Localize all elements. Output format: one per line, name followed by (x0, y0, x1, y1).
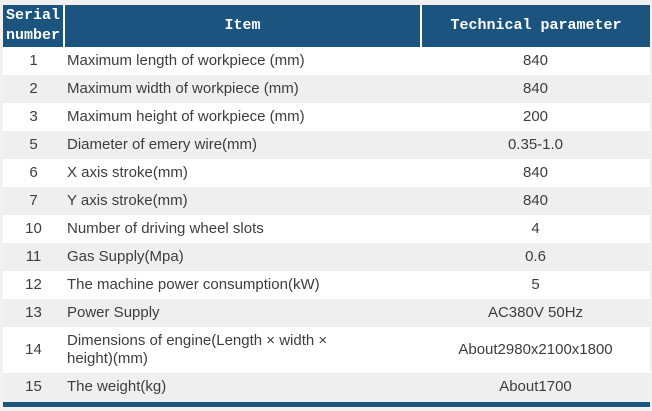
table-row: 15 The weight(kg) About1700 (3, 373, 650, 401)
item-cell: Maximum height of workpiece (mm) (67, 108, 305, 125)
table-row: 7 Y axis stroke(mm) 840 (3, 187, 650, 215)
table-header-row: Serial number Item Technical parameter (3, 5, 650, 47)
technical-parameter-table: Serial number Item Technical parameter 1… (3, 5, 650, 401)
serial-cell: 3 (29, 108, 38, 125)
item-cell: X axis stroke(mm) (67, 164, 188, 181)
column-header-technical-parameter: Technical parameter (420, 5, 650, 47)
value-cell: AC380V 50Hz (487, 304, 584, 321)
column-header-item: Item (63, 5, 421, 47)
serial-cell: 7 (29, 192, 38, 209)
table-row: 13 Power Supply AC380V 50Hz (3, 299, 650, 327)
table-row: 11 Gas Supply(Mpa) 0.6 (3, 243, 650, 271)
table-row: 10 Number of driving wheel slots 4 (3, 215, 650, 243)
item-cell: The weight(kg) (67, 378, 167, 395)
value-cell: 4 (531, 220, 540, 237)
table-row: 14 Dimensions of engine(Length × width ×… (3, 327, 650, 373)
serial-cell: 6 (29, 164, 38, 181)
item-cell: Maximum width of workpiece (mm) (67, 80, 299, 97)
serial-cell: 12 (25, 276, 42, 293)
table-row: 3 Maximum height of workpiece (mm) 200 (3, 103, 650, 131)
value-cell: 5 (531, 276, 540, 293)
serial-cell: 11 (25, 248, 42, 265)
item-cell: Y axis stroke(mm) (67, 192, 188, 209)
table-row: 5 Diameter of emery wire(mm) 0.35-1.0 (3, 131, 650, 159)
value-cell: 840 (522, 80, 549, 97)
serial-cell: 10 (25, 220, 42, 237)
serial-cell: 2 (29, 80, 38, 97)
value-cell: 0.6 (525, 248, 546, 265)
table-row: 12 The machine power consumption(kW) 5 (3, 271, 650, 299)
serial-cell: 15 (25, 378, 42, 395)
column-header-serial-number: Serial number (3, 5, 64, 47)
serial-cell: 13 (25, 304, 42, 321)
item-cell: Gas Supply(Mpa) (67, 248, 184, 265)
value-cell: 840 (522, 192, 549, 209)
item-cell: Maximum length of workpiece (mm) (67, 52, 305, 69)
item-cell: Diameter of emery wire(mm) (67, 136, 258, 153)
serial-cell: 5 (29, 136, 38, 153)
value-cell: 200 (522, 108, 549, 125)
value-cell: 840 (522, 52, 549, 69)
table-row: 1 Maximum length of workpiece (mm) 840 (3, 47, 650, 75)
value-cell: 840 (522, 164, 549, 181)
item-cell: Dimensions of engine(Length × width × he… (67, 332, 328, 367)
table-bottom-border (3, 402, 650, 407)
value-cell: About2980x2100x1800 (458, 341, 613, 358)
table-row: 2 Maximum width of workpiece (mm) 840 (3, 75, 650, 103)
value-cell: 0.35-1.0 (507, 136, 564, 153)
serial-cell: 1 (29, 52, 38, 69)
item-cell: Power Supply (67, 304, 160, 321)
item-cell: Number of driving wheel slots (67, 220, 264, 237)
spec-table: Serial number Item Technical parameter 1… (3, 5, 650, 407)
serial-cell: 14 (25, 341, 42, 358)
item-cell: The machine power consumption(kW) (67, 276, 320, 293)
value-cell: About1700 (499, 378, 572, 395)
table-row: 6 X axis stroke(mm) 840 (3, 159, 650, 187)
